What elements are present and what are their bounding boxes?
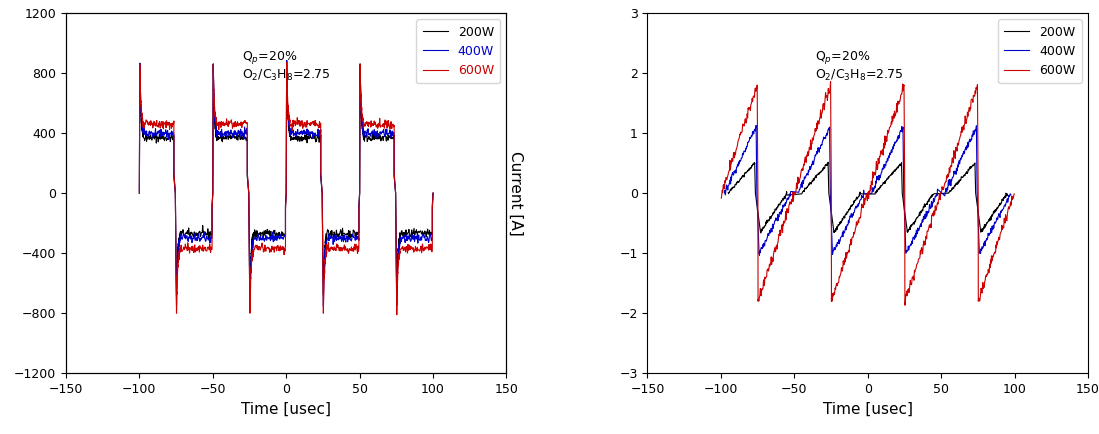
200W xyxy=(1001,191,1014,197)
400W xyxy=(779,201,792,206)
600W xyxy=(944,163,957,168)
Text: Q$_p$=20%
O$_2$/C$_3$H$_8$=2.75: Q$_p$=20% O$_2$/C$_3$H$_8$=2.75 xyxy=(242,49,331,83)
600W xyxy=(390,312,403,317)
400W xyxy=(946,175,959,180)
200W xyxy=(426,191,440,196)
Text: Q$_p$=20%
O$_2$/C$_3$H$_8$=2.75: Q$_p$=20% O$_2$/C$_3$H$_8$=2.75 xyxy=(814,49,903,83)
Line: 600W: 600W xyxy=(140,62,433,315)
200W xyxy=(981,218,995,223)
600W xyxy=(983,270,996,275)
400W xyxy=(280,58,293,63)
Legend: 200W, 400W, 600W: 200W, 400W, 600W xyxy=(998,19,1081,83)
400W xyxy=(136,123,149,128)
600W xyxy=(958,121,972,126)
400W xyxy=(750,123,763,128)
200W xyxy=(754,230,767,236)
600W xyxy=(140,118,153,124)
600W xyxy=(714,196,728,201)
Line: 400W: 400W xyxy=(724,125,1011,255)
200W xyxy=(136,132,149,138)
200W xyxy=(277,232,290,237)
400W xyxy=(140,128,153,134)
200W xyxy=(343,228,356,233)
Line: 400W: 400W xyxy=(140,60,433,306)
200W xyxy=(776,197,789,202)
200W xyxy=(948,184,962,189)
400W xyxy=(133,191,146,196)
600W xyxy=(343,247,356,252)
200W xyxy=(722,190,735,195)
600W xyxy=(277,245,290,250)
200W xyxy=(880,176,893,181)
600W xyxy=(898,302,911,308)
400W xyxy=(166,129,179,135)
400W xyxy=(961,145,974,151)
200W xyxy=(133,191,146,196)
Line: 600W: 600W xyxy=(721,82,1014,305)
X-axis label: Time [usec]: Time [usec] xyxy=(241,401,331,417)
200W xyxy=(166,135,179,140)
400W xyxy=(981,233,995,238)
600W xyxy=(280,60,293,65)
200W xyxy=(280,58,293,63)
600W xyxy=(961,110,974,115)
Line: 200W: 200W xyxy=(140,60,433,296)
600W xyxy=(1008,191,1021,197)
200W xyxy=(961,171,974,176)
200W xyxy=(821,160,834,165)
400W xyxy=(879,162,892,168)
Line: 200W: 200W xyxy=(729,162,1008,233)
600W xyxy=(186,243,199,249)
200W xyxy=(186,233,199,238)
Y-axis label: Current [A]: Current [A] xyxy=(508,151,523,236)
600W xyxy=(824,79,837,84)
400W xyxy=(718,190,731,195)
400W xyxy=(1004,192,1018,197)
400W xyxy=(958,147,972,152)
200W xyxy=(959,171,973,176)
400W xyxy=(317,303,330,309)
400W xyxy=(426,191,440,196)
400W xyxy=(344,237,357,243)
600W xyxy=(166,120,179,125)
600W xyxy=(877,141,890,146)
200W xyxy=(140,139,153,144)
Legend: 200W, 400W, 600W: 200W, 400W, 600W xyxy=(417,19,500,83)
200W xyxy=(390,293,403,298)
600W xyxy=(136,117,149,122)
600W xyxy=(426,191,440,196)
X-axis label: Time [usec]: Time [usec] xyxy=(823,401,913,417)
600W xyxy=(133,191,146,196)
400W xyxy=(277,237,290,242)
600W xyxy=(781,210,795,215)
400W xyxy=(753,253,766,258)
400W xyxy=(186,235,199,240)
